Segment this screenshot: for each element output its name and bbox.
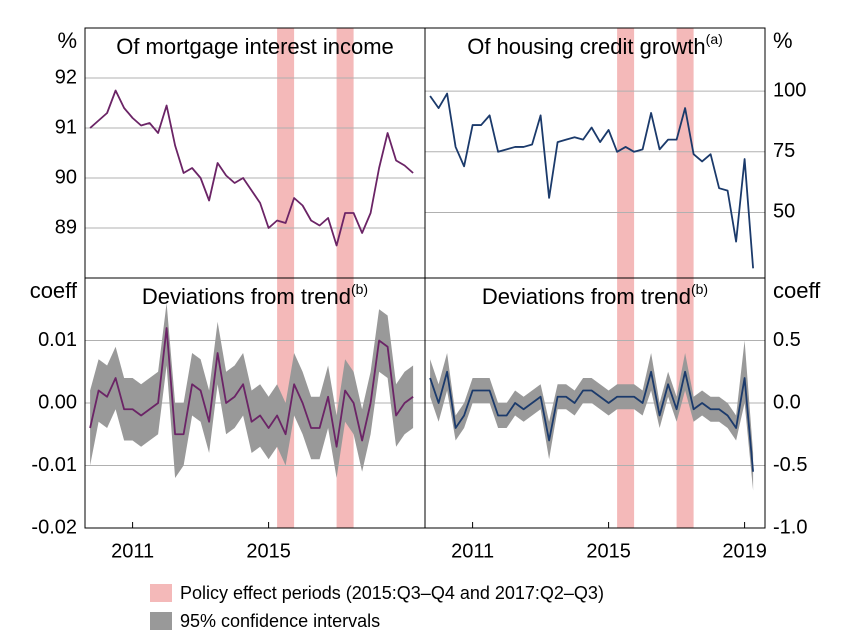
panel-title-text: Deviations from trend (482, 284, 691, 309)
y-unit-label: % (773, 28, 793, 53)
y-tick-label: 0.01 (38, 329, 77, 351)
y-tick-label: 0.00 (38, 391, 77, 413)
x-tick-label: 2011 (111, 540, 154, 562)
panel-title: Deviations from trend(b) (142, 281, 368, 309)
panel-border (424, 277, 766, 529)
panel-title-text: Of housing credit growth (467, 34, 705, 59)
y-tick-label: 100 (773, 79, 806, 101)
y-unit-label: coeff (773, 278, 821, 303)
legend-swatch-shading (150, 584, 172, 602)
policy-period (617, 28, 635, 278)
data-line (429, 370, 754, 472)
y-tick-label: 89 (55, 216, 77, 238)
y-unit-label: % (57, 28, 77, 53)
panel-border (84, 27, 426, 279)
data-line (429, 92, 754, 269)
panel-title: Of mortgage interest income (116, 34, 394, 59)
confidence-band (90, 303, 414, 478)
panel-title-note: (a) (706, 31, 723, 47)
x-tick-label: 2019 (722, 540, 767, 562)
policy-period (676, 28, 694, 278)
panel-border (424, 27, 766, 279)
legend-label: 95% confidence intervals (180, 611, 380, 631)
y-tick-label: -0.5 (773, 454, 807, 476)
panel-title-text: Deviations from trend (142, 284, 351, 309)
y-tick-label: 92 (55, 66, 77, 88)
policy-period (336, 28, 354, 278)
y-tick-label: -0.02 (31, 516, 77, 538)
legend-label: Policy effect periods (2015:Q3–Q4 and 20… (180, 583, 604, 603)
y-tick-label: 91 (55, 116, 77, 138)
policy-period (277, 28, 295, 278)
panel-title: Of housing credit growth(a) (467, 31, 723, 59)
y-tick-label: 90 (55, 166, 77, 188)
legend-swatch-band (150, 612, 172, 630)
data-line (89, 89, 414, 247)
panel-title: Deviations from trend(b) (482, 281, 708, 309)
x-tick-label: 2015 (586, 540, 631, 562)
y-tick-label: 0.5 (773, 329, 801, 351)
x-tick-label: 2015 (246, 540, 291, 562)
confidence-band (430, 340, 754, 491)
data-line (89, 327, 414, 448)
panel-title-note: (b) (691, 281, 708, 297)
y-tick-label: -1.0 (773, 516, 807, 538)
y-tick-label: -0.01 (31, 454, 77, 476)
panel-title-note: (b) (351, 281, 368, 297)
x-tick-label: 2011 (451, 540, 494, 562)
y-unit-label: coeff (30, 278, 78, 303)
panel-title-text: Of mortgage interest income (116, 34, 394, 59)
y-tick-label: 0.0 (773, 391, 801, 413)
y-tick-label: 50 (773, 201, 795, 223)
y-tick-label: 75 (773, 140, 795, 162)
